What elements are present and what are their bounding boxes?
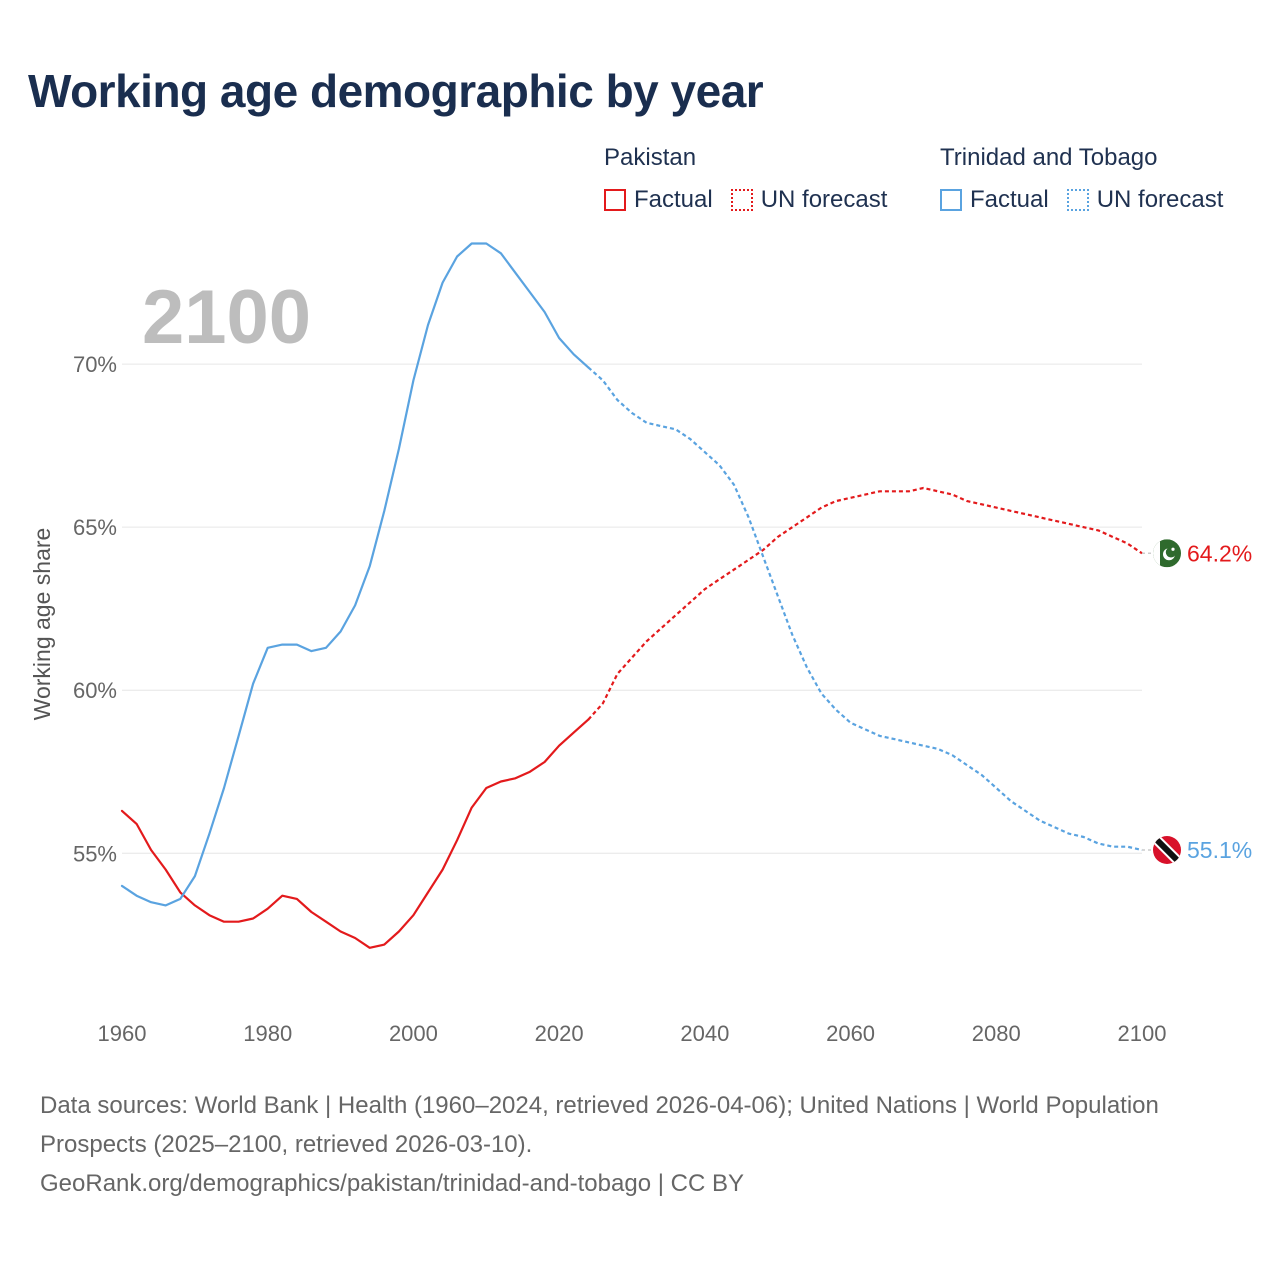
footer-link[interactable]: GeoRank.org/demographics/pakistan/trinid… [40,1170,744,1197]
legend-item-pakistan-forecast[interactable]: UN forecast [730,186,888,214]
x-tick-label: 2100 [1118,1021,1167,1046]
y-tick-label: 60% [73,678,117,703]
legend-group-name: Pakistan [604,144,697,171]
y-tick-label: 65% [73,515,117,540]
legend-swatch-solid [604,189,626,211]
star-icon [1171,547,1175,551]
legend-item-pakistan-factual[interactable]: Factual [604,186,713,214]
legend-swatch-dotted [730,189,753,211]
x-tick-label: 2080 [972,1021,1021,1046]
x-tick-label: 2020 [535,1021,584,1046]
legend-swatch-dotted [1066,189,1089,211]
legend-label: Factual [634,186,713,213]
series-line-factual [120,242,590,907]
footer-source: Data sources: World Bank | Health (1960–… [40,1086,1220,1203]
legend-swatch-solid [940,189,962,211]
legend-label: UN forecast [760,186,888,213]
axis-layer: 55% 60% 65% 70% 1960 1980 2000 2020 2040 2060 2080… [73,352,1167,1046]
trinidad-and-tobago-flag [1153,836,1181,864]
series-line-forecast [587,366,1143,852]
grid-layer [122,363,1142,854]
x-tick-label: 1980 [243,1021,292,1046]
y-axis-label: Working age share [29,528,55,721]
end-value-label: 55.1% [1187,837,1252,863]
legend-group-name: Trinidad and Tobago [940,144,1158,171]
footer-sources: Data sources: World Bank | Health (1960–… [40,1092,1159,1158]
chart-title: Working age demographic by year [28,65,764,117]
end-marker-layer: 64.2% 55.1% [1142,539,1252,864]
y-tick-label: 55% [73,841,117,866]
legend-item-trinidad-forecast[interactable]: UN forecast [1066,186,1224,214]
series-line-forecast [587,486,1143,721]
series-layer [120,242,1143,949]
legend-item-trinidad-factual[interactable]: Factual [940,186,1049,214]
end-value-label: 64.2% [1187,540,1252,566]
x-tick-label: 1960 [98,1021,147,1046]
flag-white-band [1153,539,1160,568]
x-tick-label: 2000 [389,1021,438,1046]
legend-group-trinidad-and-tobago: Trinidad and Tobago Factual UN forecast [940,144,1223,214]
legend-label: Factual [970,186,1049,213]
x-tick-label: 2060 [826,1021,875,1046]
y-tick-label: 70% [73,352,117,377]
year-overlay: 2100 [142,275,311,360]
legend-label: UN forecast [1096,186,1224,213]
legend-group-pakistan: Pakistan Factual UN forecast [604,144,887,214]
pakistan-flag [1153,539,1181,568]
x-tick-label: 2040 [680,1021,729,1046]
series-line-factual [120,718,590,949]
crescent-inner [1165,547,1177,558]
